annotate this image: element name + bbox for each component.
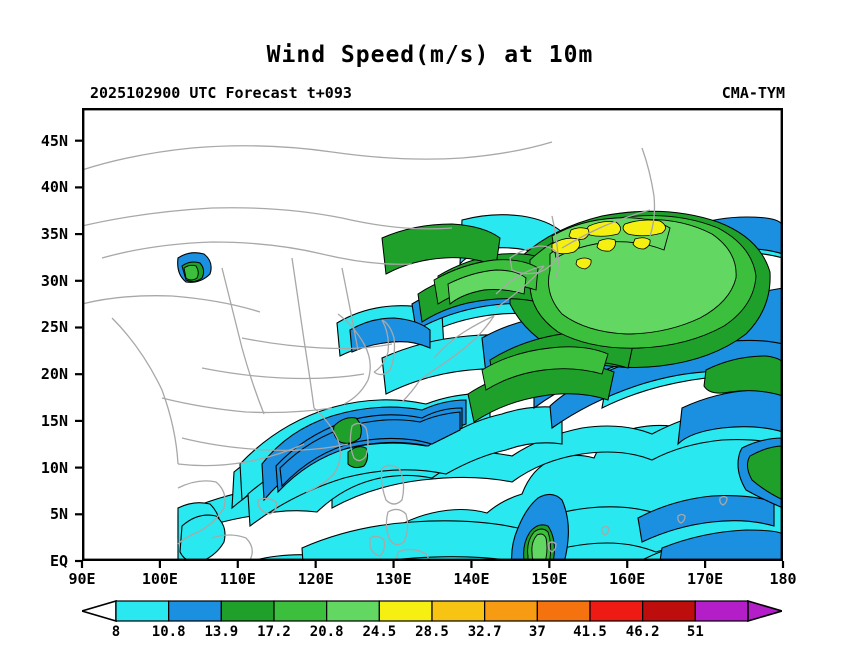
x-axis-tick-label: 90E (68, 570, 96, 588)
colorbar-swatch (431, 600, 486, 622)
colorbar-swatch (694, 600, 749, 622)
colorbar-tick-label: 8 (111, 624, 121, 640)
colorbar-tick-label: 32.7 (467, 624, 502, 640)
run-info-label: 2025102900 UTC Forecast t+093 (90, 84, 352, 102)
colorbar-tick-label: 20.8 (309, 624, 344, 640)
y-axis-tick-label: 20N (40, 365, 68, 384)
colorbar-under-cap (82, 600, 117, 622)
colorbar-svg (82, 600, 782, 622)
x-axis-tick-label: 130E (375, 570, 412, 588)
y-axis-tick-label: 45N (40, 131, 68, 150)
colorbar-tick-label: 28.5 (415, 624, 449, 640)
colorbar-swatch (536, 600, 591, 622)
colorbar-tick-label: 13.9 (204, 624, 239, 640)
wind-shading-layer (177, 210, 783, 561)
y-axis-tick-label: 10N (40, 458, 68, 477)
x-axis-tick-label: 150E (531, 570, 568, 588)
colorbar-tick-label: 51 (686, 624, 704, 640)
colorbar-tick-label: 41.5 (573, 624, 607, 640)
wind-speed-map (82, 108, 783, 561)
x-axis-tick-label: 100E (141, 570, 178, 588)
colorbar-swatch (378, 600, 433, 622)
colorbar-swatch (484, 600, 538, 622)
y-axis-tick-label: 35N (40, 225, 68, 244)
page-title: Wind Speed(m/s) at 10m (266, 42, 594, 68)
colorbar-swatch (273, 600, 328, 622)
colorbar-tick-label: 24.5 (362, 624, 397, 640)
colorbar-swatch (168, 600, 222, 622)
colorbar-tick-label: 46.2 (625, 624, 660, 640)
colorbar-over-cap (747, 600, 782, 622)
colorbar-swatch (642, 600, 696, 622)
y-axis-tick-label: 15N (40, 411, 68, 430)
x-axis-tick-label: 160E (609, 570, 646, 588)
x-axis-tick-label: 140E (453, 570, 490, 588)
map-plot-area (82, 108, 783, 561)
colorbar-swatch (220, 600, 275, 622)
x-axis-tick-label: 180 (769, 570, 797, 588)
y-axis-tick-label: 30N (40, 271, 68, 290)
plot-frame (82, 108, 783, 561)
coastline-layer (82, 141, 728, 561)
colorbar-tick-label: 10.8 (151, 624, 186, 640)
colorbar-tick-label: 17.2 (257, 624, 291, 640)
source-label: CMA-TYM (721, 84, 785, 102)
colorbar-tick-label: 37 (528, 624, 546, 640)
colorbar (82, 600, 782, 622)
x-axis-tick-label: 110E (219, 570, 256, 588)
colorbar-swatch (589, 600, 644, 622)
y-axis-tick-label: 40N (40, 178, 68, 197)
colorbar-swatch (115, 600, 170, 622)
y-axis-tick-label: 25N (40, 318, 68, 337)
x-axis-tick-label: 170E (687, 570, 724, 588)
x-axis-tick-label: 120E (297, 570, 334, 588)
y-axis-tick-label: 5N (49, 505, 68, 524)
colorbar-swatch (326, 600, 380, 622)
y-axis-tick-label: EQ (49, 552, 68, 570)
